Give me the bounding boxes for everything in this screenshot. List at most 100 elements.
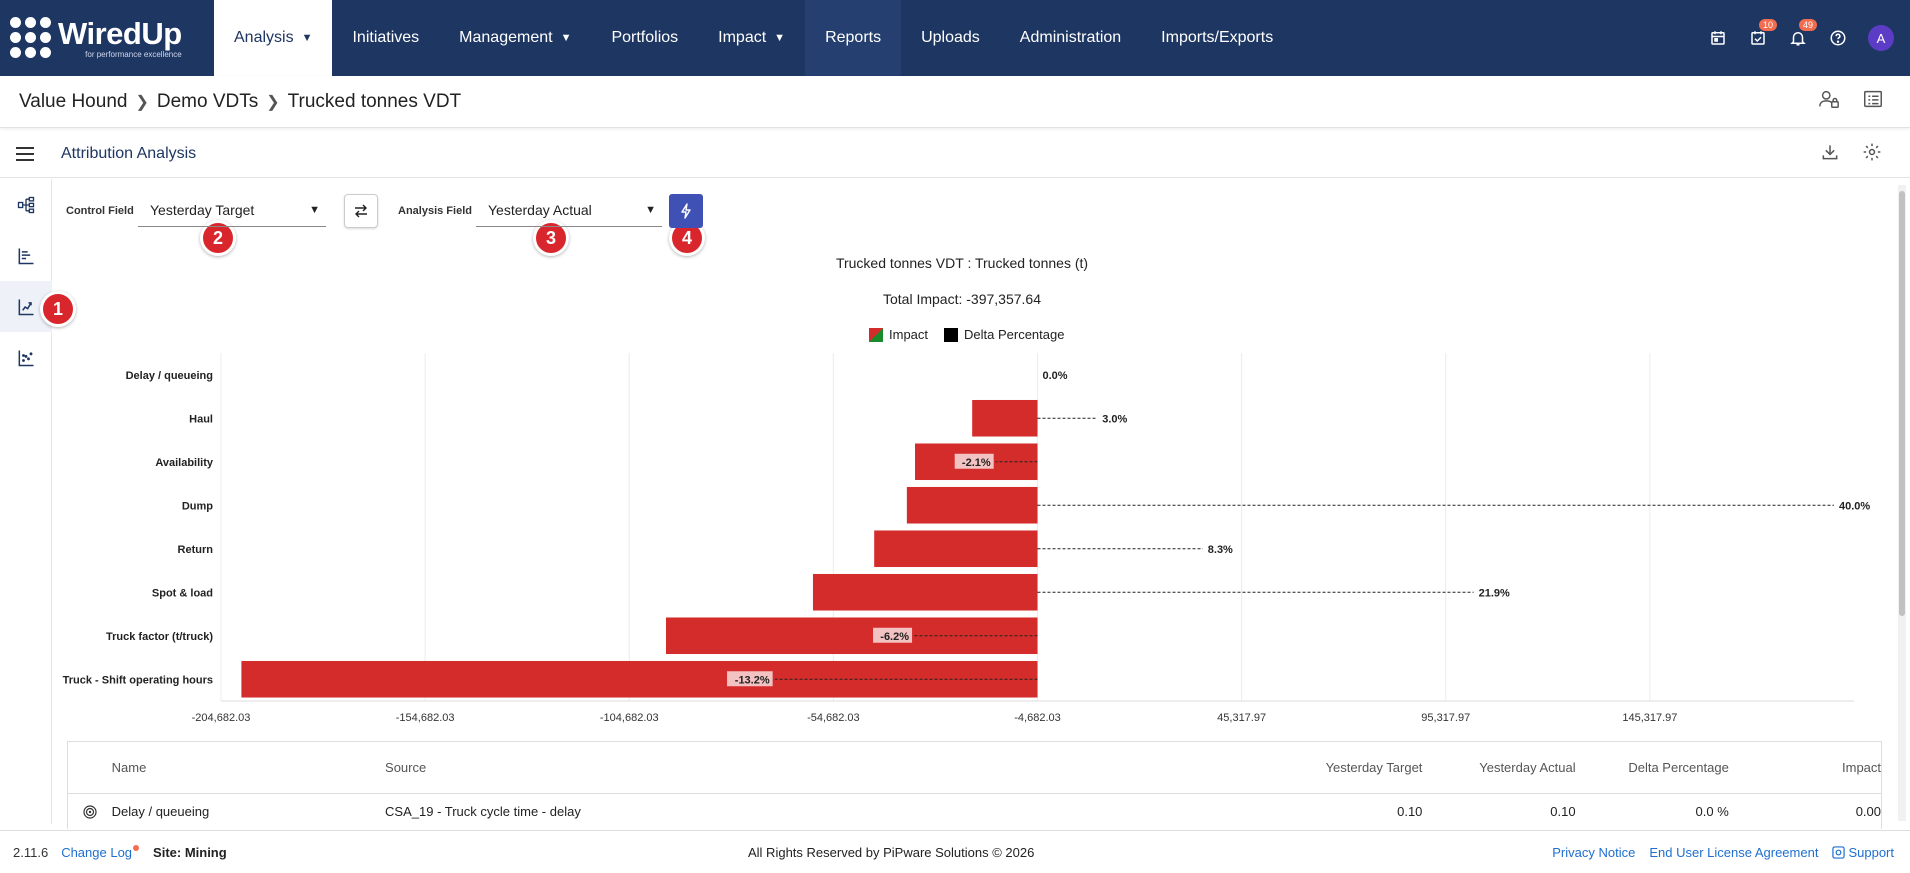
row-impact: 0.00 [1855,804,1882,819]
x-tick-label: -204,682.03 [192,712,251,724]
nav-analysis[interactable]: Analysis ▼ [214,0,333,76]
row-actual: 0.10 [1550,804,1576,819]
header-delta-percentage[interactable]: Delta Percentage [1628,760,1729,775]
header-yesterday-actual[interactable]: Yesterday Actual [1479,760,1576,775]
legend-delta[interactable]: Delta Percentage [944,327,1064,342]
nav-portfolios[interactable]: Portfolios [591,0,698,76]
x-tick-label: 95,317.97 [1421,712,1470,724]
x-tick-label: -54,682.03 [807,712,860,724]
download-icon[interactable] [1820,142,1840,167]
scatter-chart-icon [18,350,34,366]
list-view-icon[interactable] [1862,88,1884,116]
chart-legend: Impact Delta Percentage [869,327,1064,342]
scatter-view-button[interactable] [0,332,52,383]
header-source[interactable]: Source [385,760,427,775]
hierarchy-view-button[interactable] [0,179,52,230]
privacy-notice-link[interactable]: Privacy Notice [1552,844,1636,860]
page-title: Attribution Analysis [61,145,197,162]
nav-management[interactable]: Management ▼ [439,0,591,76]
header-impact[interactable]: Impact [1842,760,1882,775]
vertical-scrollbar[interactable] [1898,185,1906,821]
delta-label: 40.0% [1839,500,1870,512]
user-avatar[interactable]: A [1868,25,1894,51]
category-label: Availability [155,457,214,469]
delta-label: -2.1% [962,457,991,469]
impact-bar[interactable] [241,660,1038,698]
logo[interactable]: WiredUp for performance excellence [0,0,214,76]
x-tick-label: -104,682.03 [600,712,659,724]
attribution-chart: -204,682.03 -154,682.03 -104,682.03 -54,682… [63,353,1870,724]
nav-uploads[interactable]: Uploads [901,0,1000,76]
brand-name: WiredUp [58,15,182,51]
tasks-icon[interactable]: 10 [1748,19,1777,48]
table-row[interactable]: Delay / queueing CSA_19 - Truck cycle ti… [68,794,1881,829]
calendar-icon[interactable] [1708,28,1728,48]
user-lock-icon[interactable] [1818,88,1840,116]
nav-reports[interactable]: Reports [805,0,902,76]
row-source: CSA_19 - Truck cycle time - delay [385,804,581,819]
control-field-select[interactable]: Yesterday Target ▼ [138,193,326,227]
support-link[interactable]: Support [1832,845,1894,860]
impact-bar[interactable] [812,573,1038,611]
logo-mark-icon [10,17,52,59]
eula-link[interactable]: End User License Agreement [1649,844,1819,860]
run-analysis-button[interactable] [669,194,703,228]
swap-arrows-icon [355,204,367,218]
nav-actions: 10 49 A [1708,0,1910,76]
impact-bar[interactable] [972,399,1038,437]
header-name[interactable]: Name [111,760,147,775]
chevron-right-icon: ❯ [266,93,280,111]
chart-title: Trucked tonnes VDT : Trucked tonnes (t) [835,255,1089,271]
target-icon [68,804,112,819]
row-delta: 0.0 % [1695,804,1729,819]
dropdown-arrow-icon: ▼ [645,203,656,216]
row-name: Delay / queueing [111,804,210,819]
change-log-link[interactable]: Change Log [61,844,140,860]
impact-bar[interactable] [874,530,1038,568]
nav-administration[interactable]: Administration [1000,0,1141,76]
nav-uploads-label: Uploads [921,29,980,46]
legend-impact-swatch [869,327,883,342]
nav-analysis-label: Analysis [234,29,294,46]
nav-initiatives[interactable]: Initiatives [332,0,439,76]
breadcrumb-demo-vdts[interactable]: Demo VDTs [156,90,259,112]
delta-label-bg [954,453,994,469]
legend-delta-swatch [944,327,959,342]
x-tick-label: -4,682.03 [1014,712,1060,724]
help-icon[interactable] [1828,28,1848,48]
scrollbar-thumb[interactable] [1899,191,1905,616]
category-label: Truck - Shift operating hours [63,674,213,686]
horizontal-bar-chart-icon [18,248,34,264]
x-tick-label: 145,317.97 [1622,712,1677,724]
breadcrumb: Value Hound ❯ Demo VDTs ❯ Trucked tonnes… [0,76,1910,128]
legend-delta-label: Delta Percentage [964,327,1065,342]
nav-administration-label: Administration [1019,29,1122,46]
lightning-icon [681,203,691,219]
breadcrumb-value-hound[interactable]: Value Hound [19,90,128,112]
legend-impact[interactable]: Impact [869,327,928,342]
top-navigation: WiredUp for performance excellence Analy… [0,0,1910,76]
notifications-bell-icon[interactable]: 49 [1788,19,1817,48]
x-tick-label: 45,317.97 [1217,712,1266,724]
bar-chart-view-button[interactable] [0,230,52,281]
annotation-marker-1: 1 [40,291,76,327]
nav-impact[interactable]: Impact ▼ [698,0,805,76]
trend-chart-icon [18,299,34,315]
nav-impact-label: Impact [718,29,767,46]
nav-imports-exports[interactable]: Imports/Exports [1141,0,1293,76]
category-label: Truck factor (t/truck) [106,631,213,643]
support-icon [1832,845,1846,859]
analysis-field-value: Yesterday Actual [488,201,592,218]
category-label: Dump [182,500,213,512]
swap-fields-button[interactable] [344,194,378,228]
control-field-label: Control Field [66,205,134,217]
analysis-field-select[interactable]: Yesterday Actual ▼ [476,193,662,227]
chevron-right-icon: ❯ [135,93,149,111]
analysis-header: Attribution Analysis [0,131,1910,178]
impact-bar[interactable] [906,486,1038,524]
settings-gear-icon[interactable] [1862,142,1882,167]
menu-icon[interactable] [0,147,50,161]
footer: 2.11.6 Change Log Site: Mining All Right… [0,830,1910,873]
header-yesterday-target[interactable]: Yesterday Target [1325,760,1423,775]
delta-label: 8.3% [1208,544,1233,556]
